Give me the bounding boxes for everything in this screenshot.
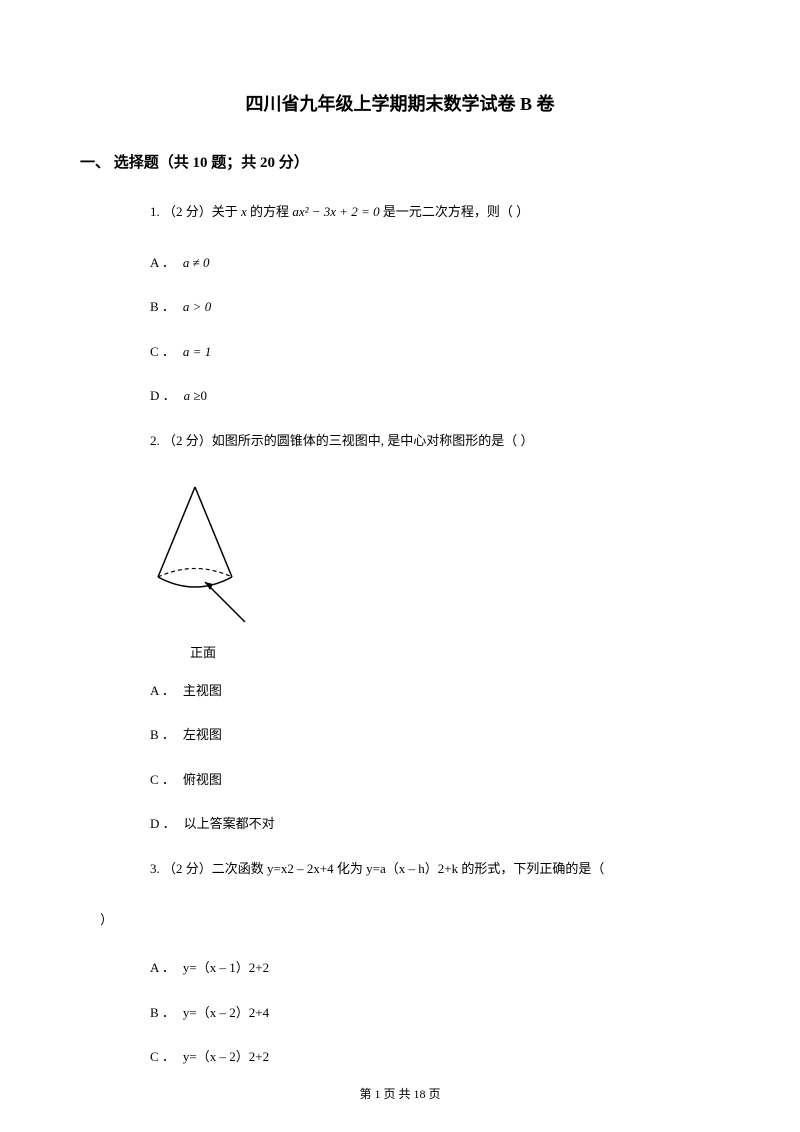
option-text: 俯视图 <box>183 772 222 787</box>
option-label: B ． <box>150 1005 175 1020</box>
option-label: B ． <box>150 727 175 742</box>
q1-option-c: C ． a = 1 <box>150 342 700 362</box>
option-text: ≥0 <box>190 388 207 403</box>
option-math: a ≠ 0 <box>183 255 210 270</box>
cone-right-edge <box>195 487 232 577</box>
q2-option-c: C ． 俯视图 <box>150 770 700 790</box>
option-label: D ． <box>150 388 176 403</box>
question-3-cont: ） <box>100 909 700 928</box>
option-text: 左视图 <box>183 727 222 742</box>
cone-label: 正面 <box>190 642 700 661</box>
option-label: A ． <box>150 960 175 975</box>
option-label: C ． <box>150 344 175 359</box>
page-footer: 第 1 页 共 18 页 <box>0 1085 800 1102</box>
q1-mid: 的方程 <box>247 204 293 219</box>
page-title: 四川省九年级上学期期末数学试卷 B 卷 <box>100 90 700 116</box>
option-text: 以上答案都不对 <box>184 816 275 831</box>
q1-option-a: A ． a ≠ 0 <box>150 253 700 273</box>
q3-option-a: A ． y=（x – 1）2+2 <box>150 958 700 978</box>
section-header: 一、 选择题（共 10 题；共 20 分） <box>80 151 700 172</box>
cone-base-front <box>158 577 232 587</box>
cone-figure <box>150 482 700 632</box>
q1-prefix: 1. （2 分）关于 <box>150 204 241 219</box>
option-math: a = 1 <box>183 344 211 359</box>
option-math: a > 0 <box>183 299 211 314</box>
question-2: 2. （2 分）如图所示的圆锥体的三视图中, 是中心对称图形的是（ ） <box>150 431 700 452</box>
option-text: y=（x – 1）2+2 <box>183 960 269 975</box>
cone-base-back <box>158 568 232 577</box>
q3-option-b: B ． y=（x – 2）2+4 <box>150 1003 700 1023</box>
q3-option-c: C ． y=（x – 2）2+2 <box>150 1047 700 1067</box>
option-text: 主视图 <box>183 683 222 698</box>
q1-option-d: D ．a ≥0 <box>150 386 700 406</box>
q1-option-b: B ． a > 0 <box>150 297 700 317</box>
option-label: B ． <box>150 299 175 314</box>
option-text: y=（x – 2）2+2 <box>183 1049 269 1064</box>
option-label: D ． <box>150 816 176 831</box>
cone-left-edge <box>158 487 195 577</box>
q2-option-b: B ． 左视图 <box>150 725 700 745</box>
option-label: A ． <box>150 255 175 270</box>
q2-option-d: D ． 以上答案都不对 <box>150 814 700 834</box>
q2-option-a: A ． 主视图 <box>150 681 700 701</box>
q1-equation: ax² − 3x + 2 = 0 <box>292 204 379 219</box>
option-text: y=（x – 2）2+4 <box>183 1005 269 1020</box>
option-label: C ． <box>150 772 175 787</box>
q1-suffix: 是一元二次方程，则（ ） <box>380 204 530 219</box>
option-label: A ． <box>150 683 175 698</box>
question-1: 1. （2 分）关于 x 的方程 ax² − 3x + 2 = 0 是一元二次方… <box>150 202 700 223</box>
question-3: 3. （2 分）二次函数 y=x2 – 2x+4 化为 y=a（x – h）2+… <box>150 859 700 880</box>
cone-svg <box>150 482 265 627</box>
option-label: C ． <box>150 1049 175 1064</box>
